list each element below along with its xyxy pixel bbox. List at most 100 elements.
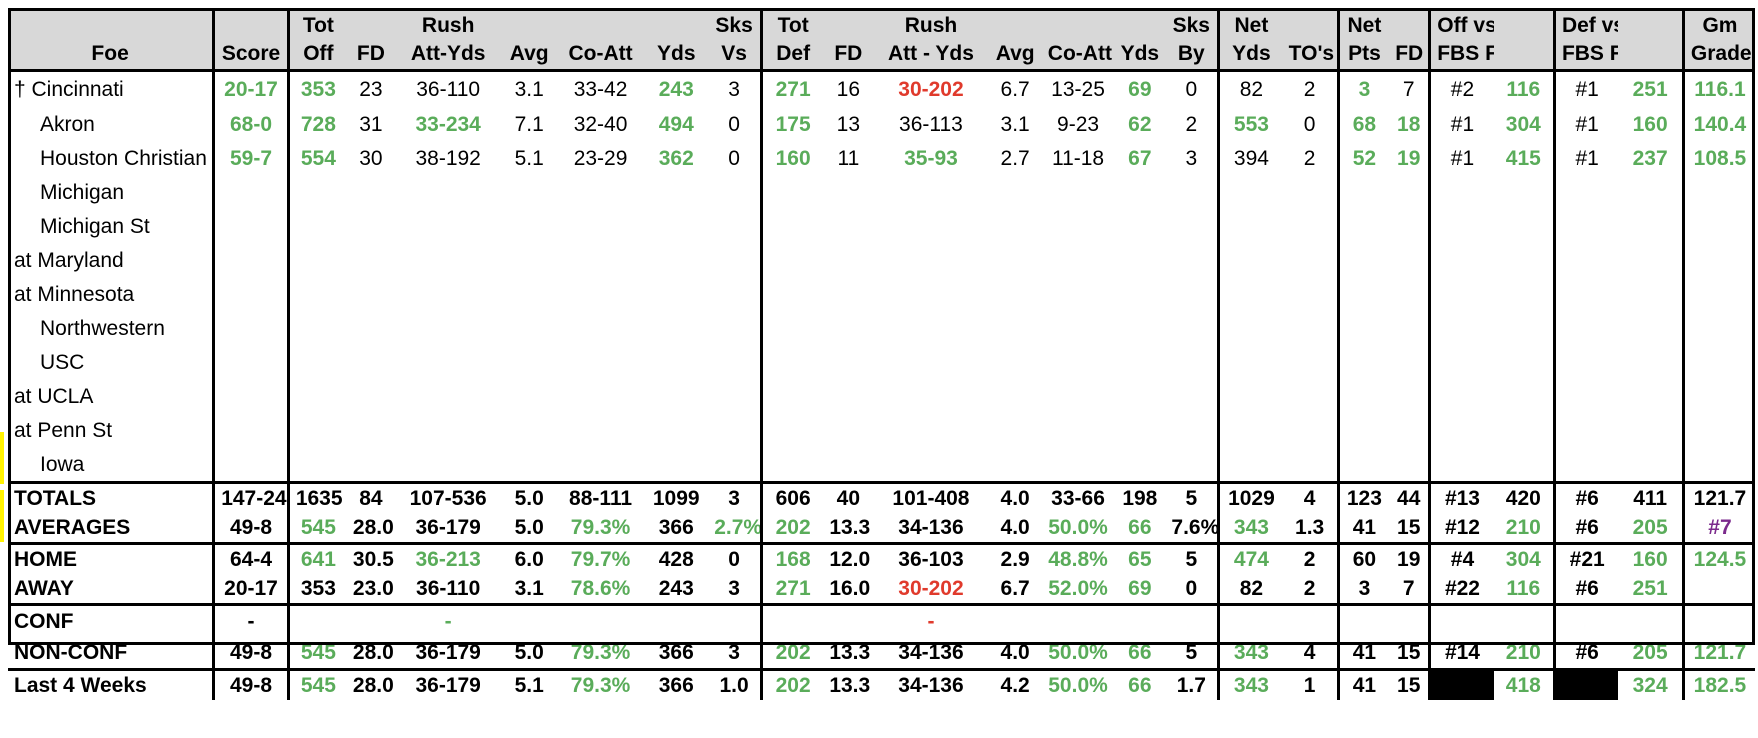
summary-cell: - [394, 603, 502, 637]
stat-cell [347, 414, 395, 448]
table-row: Akron 68-0 728 31 33-234 7.1 32-40 494 0 175 13 36-… [8, 108, 1755, 142]
stat-cell [823, 210, 873, 244]
summary-cell: 16.0 [829, 576, 871, 600]
table-row: HOME 64-4 641 30.5 36-213 6.0 79.7% 428 0 168 12.0… [8, 542, 1755, 574]
summary-cell: 66 [1128, 640, 1152, 664]
stat-cell [1042, 312, 1114, 346]
stat-cell [1336, 210, 1390, 244]
stat-cell [708, 380, 761, 414]
summary-cell: 205 [1632, 515, 1668, 539]
header-cell: FD [823, 38, 874, 71]
summary-cell: 34-136 [898, 640, 964, 664]
stat-cell [1114, 346, 1165, 380]
summary-cell: 411 [1618, 481, 1684, 513]
row-highlight-mark [0, 432, 4, 484]
header-cell: FBS Foe Def [1428, 38, 1494, 71]
summary-cell: 5.0 [514, 515, 544, 539]
stat-cell: 7.1 [514, 113, 544, 136]
summary-cell: 1029 [1217, 481, 1283, 513]
stat-cell [708, 312, 761, 346]
table-row: at Minnesota [8, 278, 1755, 312]
stat-cell [1681, 278, 1755, 312]
summary-cell: 545 [286, 637, 347, 670]
summary-cell: 79.7% [556, 542, 645, 574]
header-cell: Rush [394, 8, 502, 38]
stat-cell [1165, 448, 1218, 483]
summary-cell: 48.8% [1041, 542, 1115, 574]
stat-cell [212, 176, 289, 210]
summary-cell: 5.0 [501, 481, 557, 513]
stat-cell [1552, 414, 1619, 448]
stat-cell [1389, 244, 1430, 278]
stat-cell [823, 278, 873, 312]
stat-cell [347, 312, 395, 346]
summary-cell: 15 [1397, 640, 1421, 664]
summary-cell [501, 603, 557, 637]
summary-cell: 50.0% [1048, 515, 1108, 539]
stat-cell [644, 176, 708, 210]
summary-cell: 13.3 [829, 515, 871, 539]
summary-cell [1681, 574, 1755, 605]
summary-label: Last 4 Weeks [8, 668, 214, 700]
summary-cell [760, 603, 824, 637]
summary-label: HOME [8, 542, 214, 574]
stat-cell [1494, 312, 1555, 346]
summary-cell: 0 [1185, 576, 1198, 600]
stat-cell: 415 [1505, 147, 1541, 170]
stat-cell [286, 448, 347, 483]
header-cell [1618, 38, 1684, 71]
summary-cell: 41 [1336, 637, 1390, 670]
stat-cell: #2 [1428, 69, 1494, 108]
stat-cell [1552, 278, 1619, 312]
summary-cell: 36-179 [415, 515, 481, 539]
stat-cell [1217, 414, 1283, 448]
summary-cell: 4 [1303, 640, 1316, 664]
stat-cell [501, 380, 556, 414]
summary-cell: 13.3 [829, 640, 871, 664]
stat-cell: 3 [1185, 147, 1198, 170]
summary-cell: 4 [1282, 481, 1339, 513]
stat-cell: 2 [1282, 69, 1339, 108]
summary-cell: 147-24 [212, 481, 289, 513]
stat-cell [708, 278, 761, 312]
table-row: AVERAGES 49-8 545 28.0 36-179 5.0 79.3% 366 2.7%… [8, 513, 1755, 544]
stat-cell: 32-40 [573, 113, 628, 136]
stat-cell: 5.1 [514, 147, 544, 170]
header-cell [501, 8, 557, 38]
foe-name: Michigan St [40, 215, 150, 238]
stat-cell [1618, 346, 1683, 380]
header-cell [1114, 8, 1166, 38]
summary-cell: 15 [1397, 515, 1421, 539]
stat-cell [347, 278, 395, 312]
summary-cell [644, 603, 709, 637]
summary-cell: #6 [1552, 637, 1619, 670]
stat-cell [1681, 176, 1755, 210]
stat-cell [1681, 312, 1755, 346]
header-cell: Avg [501, 38, 557, 71]
summary-cell: 5.1 [501, 668, 557, 700]
header-cell: Pts [1336, 38, 1390, 71]
summary-cell [346, 603, 395, 637]
summary-cell: 66 [1114, 668, 1166, 700]
header-cell: Grade [1681, 38, 1755, 71]
summary-cell: 36-110 [416, 576, 481, 600]
summary-cell: 84 [346, 481, 395, 513]
stat-cell [1283, 346, 1338, 380]
summary-cell: 49-8 [212, 637, 289, 670]
stat-cell [1114, 380, 1165, 414]
stat-cell [1336, 414, 1390, 448]
stat-cell [347, 380, 395, 414]
stat-cell [1389, 346, 1430, 380]
stat-cell: 9-23 [1057, 113, 1100, 136]
stat-cell [989, 278, 1042, 312]
stat-cell [1336, 380, 1390, 414]
stat-cell [1618, 448, 1683, 483]
summary-cell [556, 603, 645, 637]
header-cell: Sks [708, 8, 762, 38]
stat-cell [873, 278, 988, 312]
stat-cell [1389, 414, 1430, 448]
stat-cell [873, 448, 988, 483]
stat-cell [1165, 176, 1218, 210]
summary-cell: 1.0 [708, 668, 762, 700]
